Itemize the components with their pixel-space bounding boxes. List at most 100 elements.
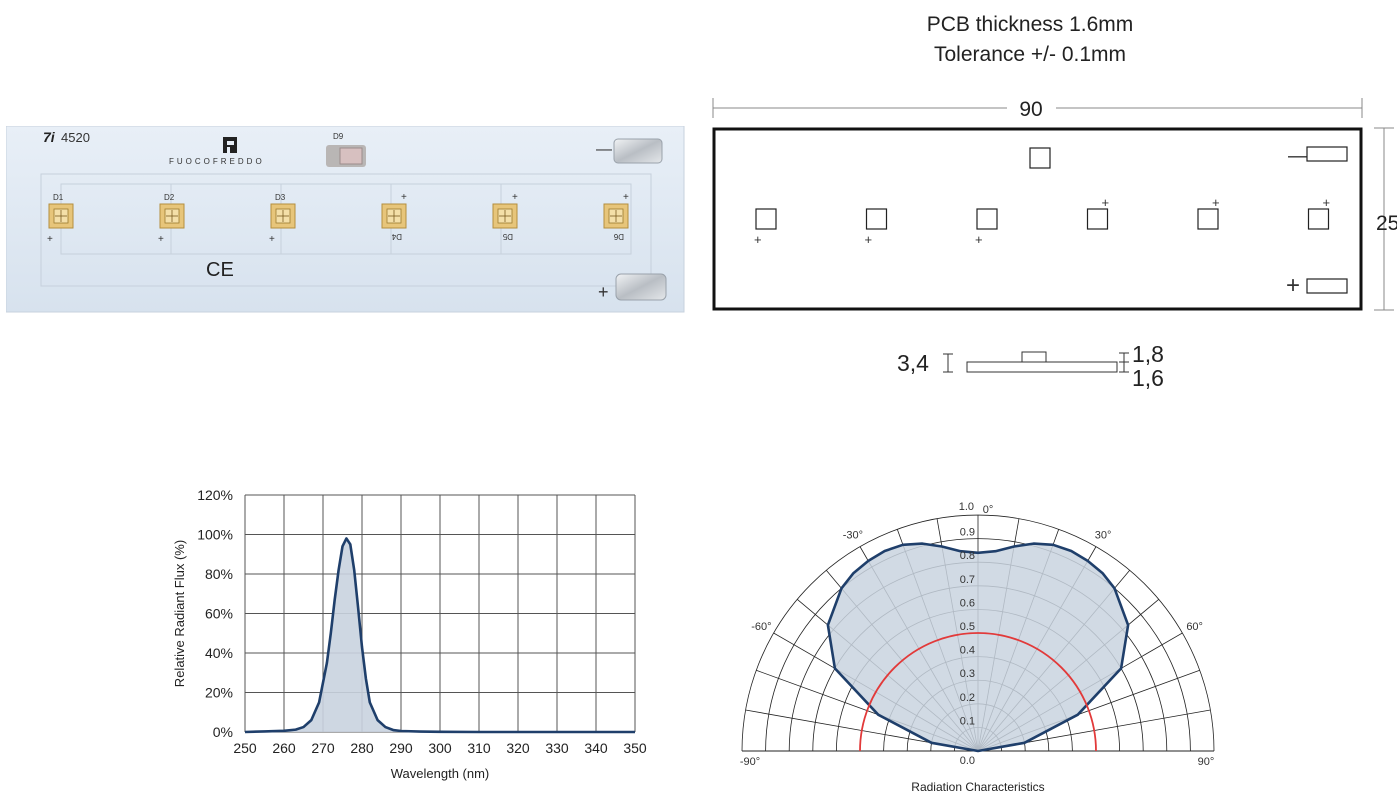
radial-tick-label: 1.0 (959, 501, 974, 513)
spectrum-area (245, 538, 635, 732)
photo-led-d3: D3 + (269, 193, 296, 245)
width-dimension-text: 90 (1019, 98, 1042, 121)
side-led (1021, 351, 1047, 363)
drawing-led-polarity: + (1212, 195, 1220, 210)
angle-tick-label: 60° (1186, 621, 1203, 633)
side-led-marker (1119, 352, 1129, 373)
photo-led-polarity: + (158, 234, 164, 245)
reference-circle (859, 632, 1097, 752)
drawing-led-d2: + (865, 208, 888, 247)
side-height-text: 3,4 (897, 350, 929, 376)
height-dimension: 25 (1374, 127, 1397, 311)
ce-mark: CE (206, 259, 234, 281)
radial-tick-label: 0.7 (960, 574, 975, 586)
y-tick-label: 40% (205, 645, 233, 661)
drawing-led-box (1086, 208, 1109, 230)
x-tick-label: 270 (311, 740, 335, 756)
svg-text:+: + (1286, 272, 1300, 299)
pcb-note: PCB thickness 1.6mm Tolerance +/- 0.1mm (880, 10, 1180, 70)
spectrum-grid (244, 494, 636, 733)
y-tick-label: 0% (213, 724, 233, 740)
photo-led-polarity: + (47, 234, 53, 245)
led-d9: D9 (326, 132, 366, 167)
spectrum-chart: 250 260 270 280 290 300 310 320 330 340 350 0% 20% 40… (172, 487, 647, 781)
y-tick-label: 60% (205, 606, 233, 622)
dimension-drawing: 90 25 — + + + + + + + 3,4 1,8 1,6 (712, 98, 1397, 390)
x-tick-label: 320 (506, 740, 530, 756)
x-tick-label: 280 (350, 740, 374, 756)
angle-tick-label: 30° (1095, 529, 1112, 541)
photo-led-polarity: + (269, 234, 275, 245)
minus-sign: — (596, 141, 612, 158)
drawing-led-polarity: + (754, 232, 762, 247)
photo-led-d4: D4 + (381, 192, 407, 241)
photo-led-polarity: + (401, 192, 407, 203)
drawing-led-polarity: + (1323, 195, 1331, 210)
brand-logo: FUOCOFREDDO (169, 137, 265, 166)
drawing-led-d1: + (754, 208, 777, 247)
x-axis-label: Wavelength (nm) (391, 766, 490, 781)
drawing-led-box (1197, 208, 1219, 230)
led-package (492, 203, 518, 229)
polar-chart-title: Radiation Characteristics (911, 780, 1044, 794)
y-tick-label: 80% (205, 566, 233, 582)
drawing-led-d4: + (1086, 195, 1110, 230)
drawing-led-box (755, 208, 777, 230)
photo-led-d6: D6 + (603, 192, 629, 241)
drawing-led-d3: + (975, 208, 998, 247)
plus-sign: + (598, 282, 609, 302)
drawing-pad-plus: + (1286, 272, 1348, 299)
y-axis-label: Relative Radiant Flux (%) (172, 540, 187, 687)
y-tick-label: 120% (197, 487, 233, 503)
photo-led-label: D4 (391, 232, 402, 241)
drawing-led-d9 (1029, 147, 1051, 169)
height-dimension-text: 25 (1376, 212, 1397, 235)
angle-tick-label: 0° (983, 504, 994, 516)
drawing-led-d6: + (1307, 195, 1331, 230)
contact-pad-minus: — (596, 138, 663, 164)
x-tick-label: 350 (623, 740, 647, 756)
radial-tick-label: 0.6 (960, 597, 975, 609)
side-pcb (966, 361, 1118, 373)
maker-mark-text: 4520 (61, 130, 90, 145)
drawing-led-box (865, 208, 888, 230)
photo-led-label: D1 (53, 193, 64, 202)
photo-led-label: D3 (275, 193, 286, 202)
maker-logo: 7i 4520 (43, 129, 90, 145)
radial-tick-label: 0.1 (960, 715, 975, 727)
x-tick-label: 330 (545, 740, 569, 756)
radial-tick-label: 0.8 (960, 550, 975, 562)
angle-tick-label: -60° (751, 621, 771, 633)
angle-tick-label: 90° (1198, 756, 1215, 768)
photo-led-label: D5 (502, 232, 513, 241)
drawing-led-polarity: + (975, 232, 983, 247)
side-view: 3,4 1,8 1,6 (897, 341, 1164, 390)
radial-tick-label: 0.0 (960, 755, 975, 767)
width-dimension: 90 (712, 98, 1363, 121)
angle-tick-label: -30° (843, 529, 863, 541)
led-package (603, 203, 629, 229)
x-tick-label: 250 (233, 740, 257, 756)
y-tick-label: 100% (197, 527, 233, 543)
x-tick-label: 260 (272, 740, 296, 756)
pcb-photo: 7i 4520 FUOCOFREDDO D9 — + CE D1+D2+D3+ D… (6, 126, 685, 313)
radial-tick-label: 0.2 (960, 692, 975, 704)
drawing-pad-minus: — (1288, 145, 1348, 167)
photo-led-polarity: + (512, 192, 518, 203)
brand-text: FUOCOFREDDO (169, 157, 265, 166)
pcb-thickness-text: PCB thickness 1.6mm (926, 13, 1134, 36)
radial-tick-label: 0.9 (960, 527, 975, 539)
drawing-led-box (1307, 208, 1330, 230)
svg-text:—: — (1288, 145, 1308, 167)
radiation-pattern (826, 542, 1130, 753)
photo-led-d5: D5 + (492, 192, 518, 241)
led-d9-label: D9 (333, 132, 344, 141)
pcb-tolerance-text: Tolerance +/- 0.1mm (934, 43, 1126, 66)
contact-pad-plus: + (598, 273, 667, 302)
x-tick-label: 300 (428, 740, 452, 756)
radial-tick-label: 0.3 (960, 668, 975, 680)
x-tick-label: 290 (389, 740, 413, 756)
side-height-marker (943, 353, 953, 373)
drawing-led-polarity: + (1102, 195, 1110, 210)
maker-logo-icon: 7i (43, 129, 56, 145)
